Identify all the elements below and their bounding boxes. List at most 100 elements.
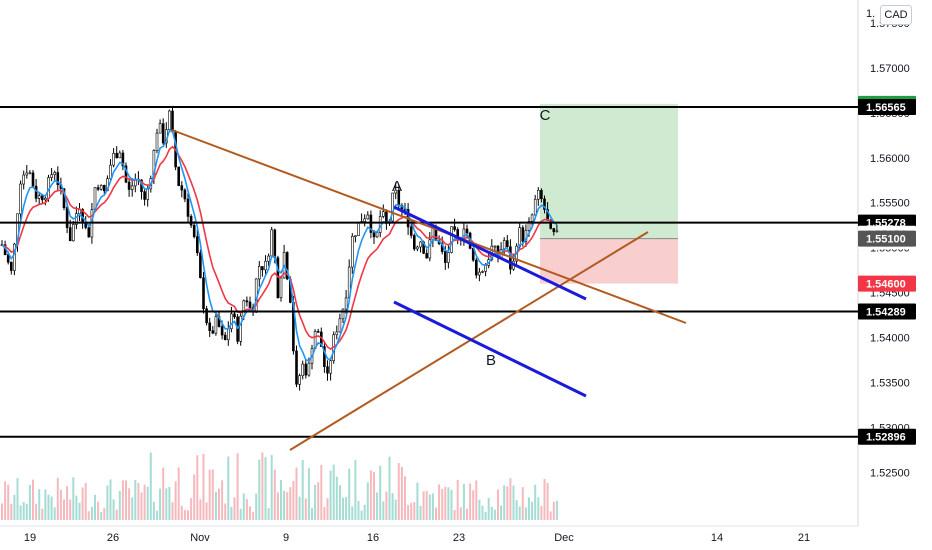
candle-body	[521, 227, 525, 242]
annotation-b: B	[486, 352, 496, 369]
candle-body	[28, 172, 32, 175]
volume-bar	[304, 498, 307, 520]
candle-body	[273, 229, 277, 259]
volume-bar	[63, 499, 65, 520]
volume-bar	[509, 478, 512, 520]
volume-bar	[230, 506, 233, 520]
volume-bar	[94, 494, 96, 520]
volume-bar	[190, 498, 193, 520]
volume-bar	[422, 491, 425, 520]
volume-bar	[546, 482, 549, 520]
volume-bar	[280, 480, 282, 520]
volume-bar	[493, 509, 496, 520]
time-tick-label: 26	[107, 532, 119, 544]
volume-bar	[149, 452, 152, 520]
candle-body	[183, 189, 187, 200]
volume-bar	[382, 501, 385, 520]
volume-bar	[363, 504, 366, 520]
volume-bar	[140, 492, 143, 520]
volume-bar	[515, 500, 518, 520]
volume-bar	[283, 490, 286, 520]
volume-bar	[276, 492, 279, 520]
volume-bar	[428, 494, 431, 520]
volume-bar	[180, 505, 183, 520]
volume-bar	[196, 455, 199, 520]
volume-bar	[261, 452, 264, 520]
volume-bar	[236, 453, 239, 520]
candle-body	[239, 315, 242, 342]
volume-bar	[500, 505, 503, 520]
volume-bar	[534, 484, 537, 520]
candle-body	[431, 228, 435, 241]
price-badge	[858, 303, 916, 320]
volume-bar	[472, 490, 475, 520]
currency-label[interactable]: CAD	[880, 5, 912, 25]
candle-body	[202, 277, 205, 310]
volume-bar	[292, 481, 295, 520]
volume-bar	[332, 464, 335, 520]
price-badge-label: 1.52896	[866, 432, 906, 444]
volume-bar	[267, 508, 270, 520]
candle-body	[161, 123, 165, 144]
volume-bar	[264, 457, 267, 520]
candle-body	[536, 190, 540, 200]
candle-body	[372, 232, 376, 238]
volume-bar	[425, 490, 428, 520]
price-badge-label: 1.54600	[866, 279, 906, 291]
candle-body	[493, 245, 497, 248]
volume-bar	[441, 488, 444, 520]
volume-bar	[4, 481, 7, 520]
volume-bar	[348, 468, 351, 520]
volume-bar	[453, 509, 456, 520]
volume-bar	[75, 495, 78, 520]
candle-body	[326, 366, 329, 374]
candle-body	[130, 185, 134, 190]
volume-bar	[373, 472, 375, 520]
volume-bar	[159, 488, 162, 520]
volume-bar	[338, 485, 341, 520]
candle-body	[301, 363, 305, 376]
candle-body	[220, 326, 224, 336]
time-tick-label: 16	[367, 532, 379, 544]
volume-bar	[59, 489, 62, 520]
candle-body	[155, 132, 159, 151]
volume-bar	[165, 488, 168, 520]
ema-fast-line	[1, 129, 558, 362]
volume-bar	[490, 506, 493, 520]
volume-bar	[100, 511, 103, 520]
volume-bar	[112, 499, 115, 520]
candle-body	[354, 235, 357, 237]
candle-body	[394, 189, 398, 194]
candle-body	[75, 213, 78, 225]
volume-bar	[205, 502, 208, 520]
volume-bar	[413, 502, 416, 520]
volume-bar	[81, 487, 84, 520]
candle-body	[264, 260, 267, 271]
volume-bar	[555, 500, 558, 520]
candle-body	[31, 172, 35, 187]
volume-bar	[469, 483, 472, 520]
position-zones	[540, 103, 678, 284]
candle-body	[177, 166, 180, 186]
volume-bar	[298, 496, 301, 520]
grid	[0, 0, 859, 527]
candle-body	[143, 191, 146, 200]
candle-body	[409, 226, 413, 236]
volume-bar	[518, 506, 521, 520]
candle-body	[248, 301, 252, 308]
candle-body	[412, 235, 416, 250]
price-axis: 1.525001.530001.535001.540001.545001.550…	[858, 18, 916, 479]
volume-bar	[41, 508, 44, 520]
volume-bar	[143, 484, 146, 520]
price-badge-label: 1.55100	[866, 234, 906, 246]
volume-bar	[400, 466, 403, 520]
volume-bar	[376, 492, 379, 520]
volume-bar	[342, 497, 344, 520]
volume-bar	[456, 479, 459, 520]
candle-body	[37, 195, 41, 199]
candle-body	[481, 271, 484, 273]
volume-bar	[245, 499, 248, 520]
candle-body	[124, 165, 128, 183]
candle-body	[304, 363, 308, 376]
